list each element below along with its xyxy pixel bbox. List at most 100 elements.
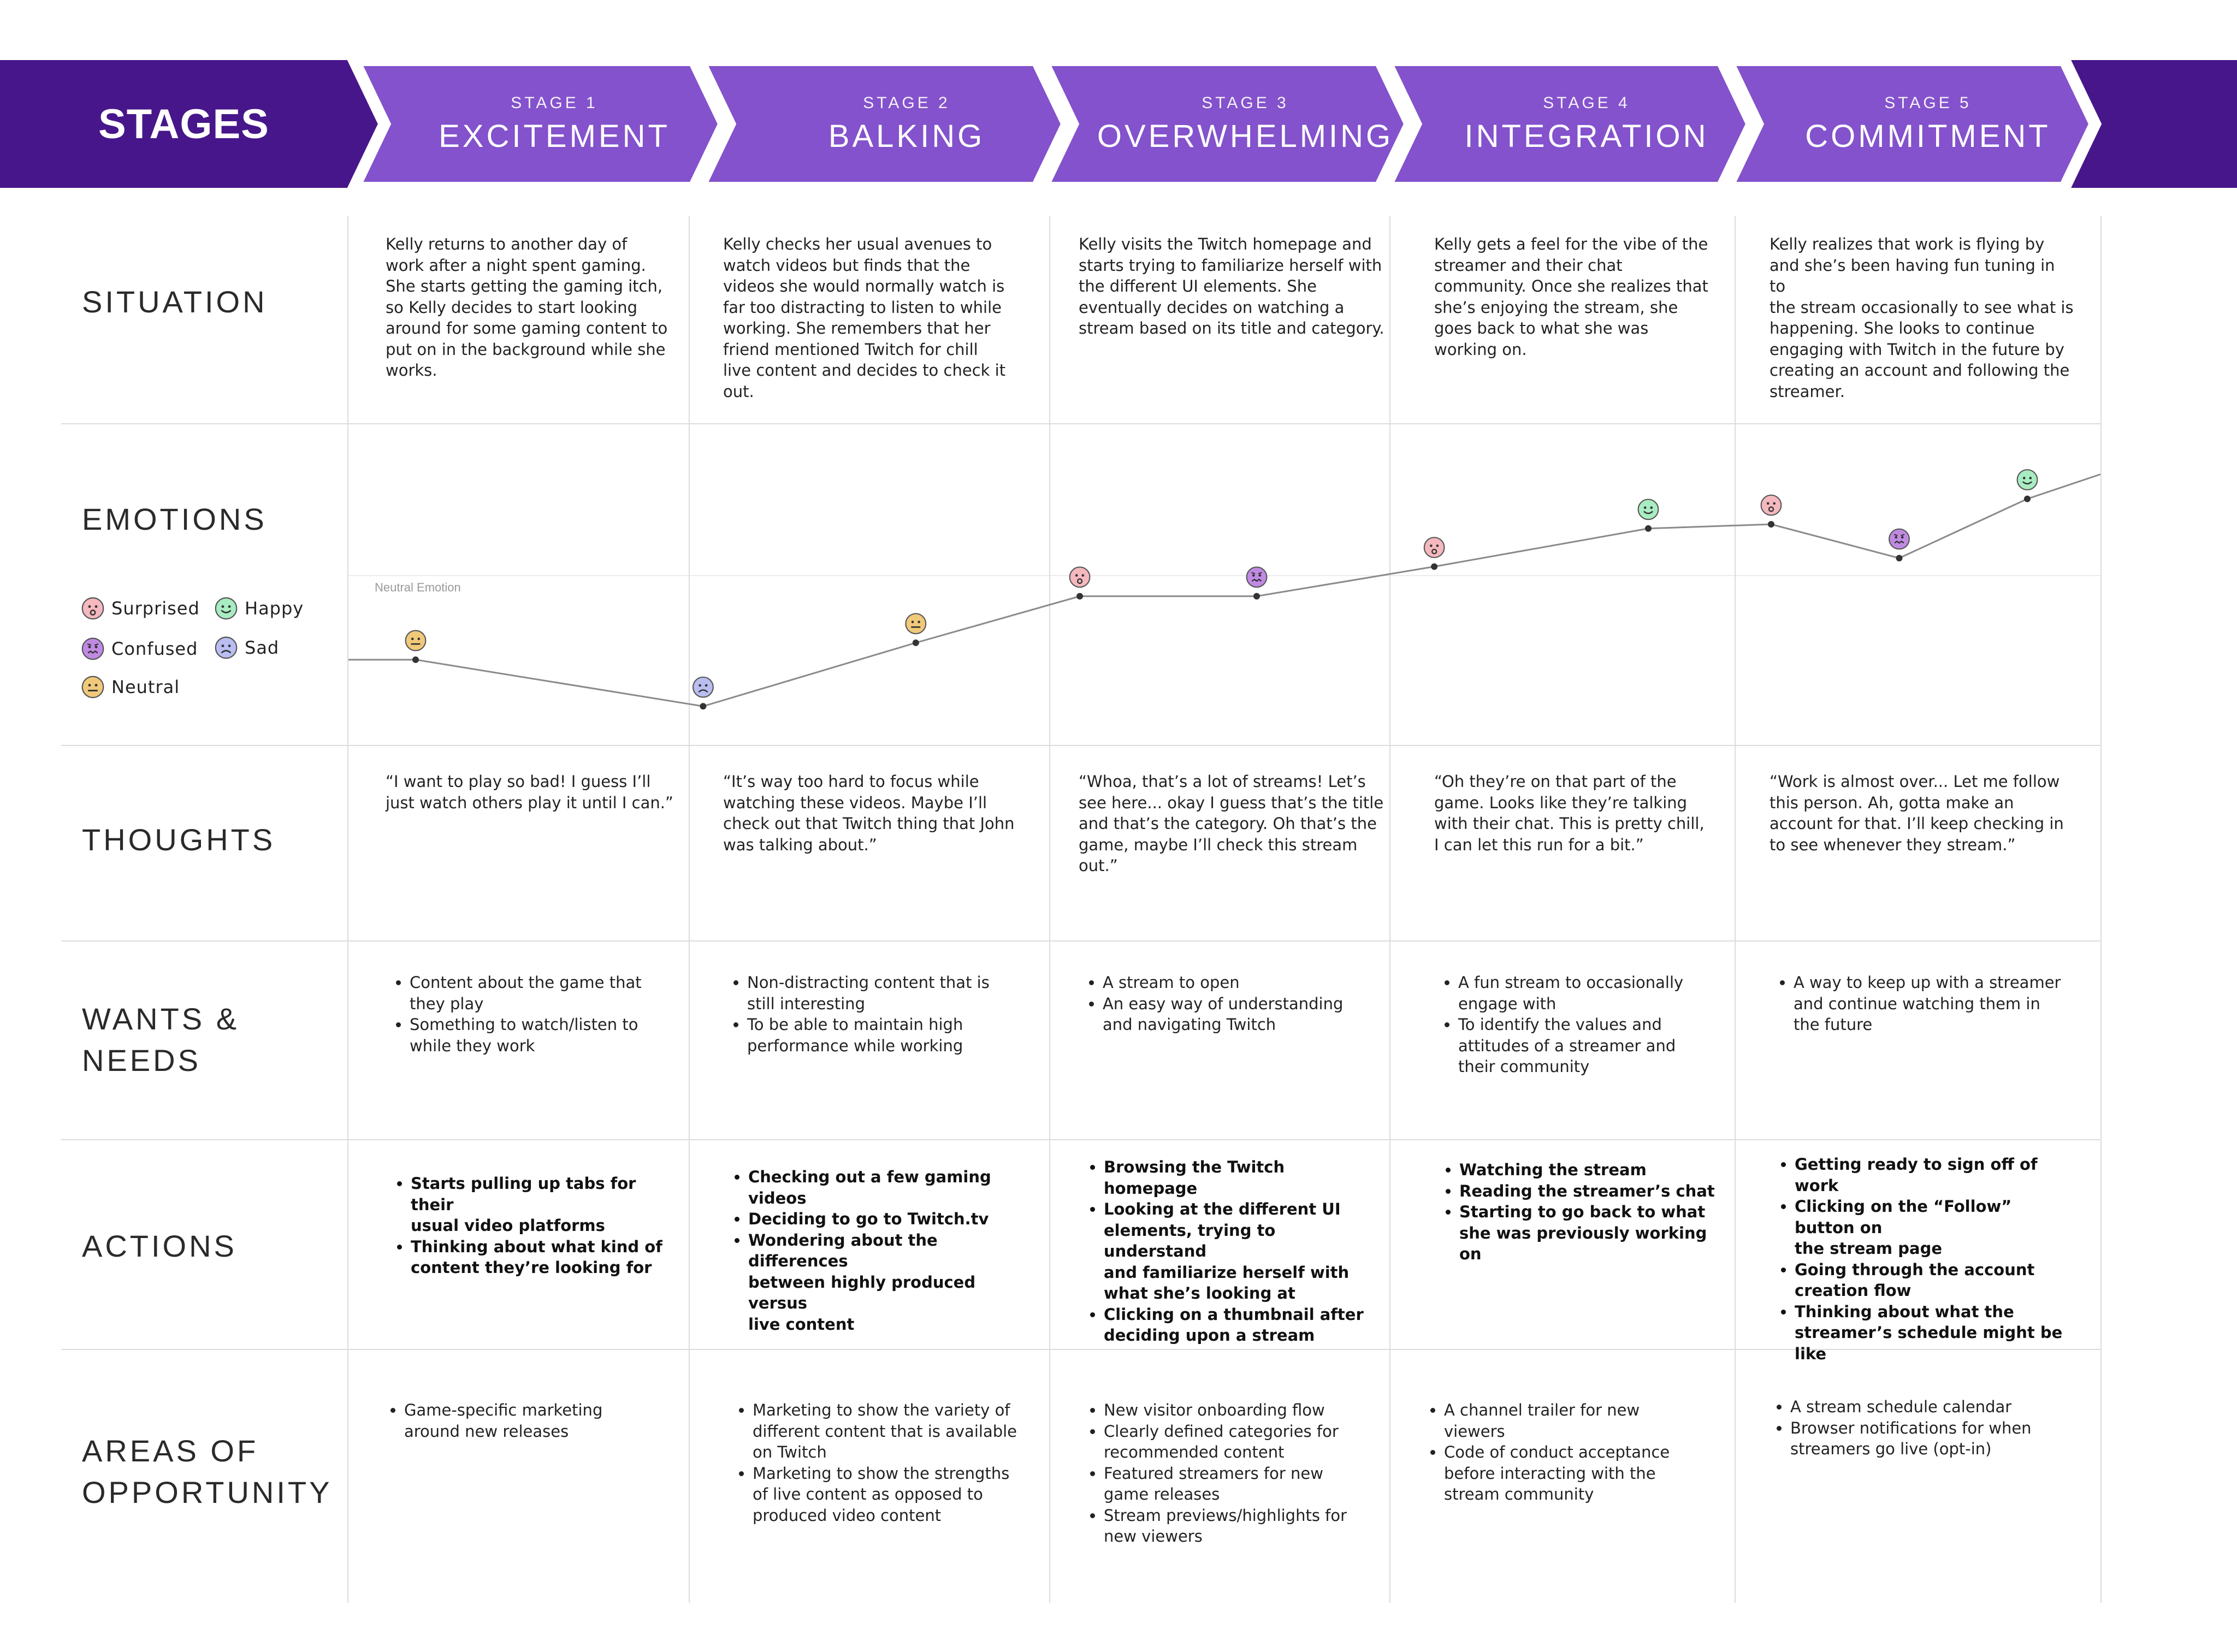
row-title-opportunity-line1: AREAS OF	[82, 1434, 259, 1468]
actions-item-line: she was previously working on	[1459, 1223, 1707, 1264]
thoughts-cell-stage-4: “Oh they’re on that part of the game. Loo…	[1434, 771, 1729, 855]
neutral-emotion-line	[348, 575, 2102, 576]
actions-list-item: Checking out a few gaming videos	[748, 1167, 1028, 1209]
legend-sad-label: Sad	[245, 637, 280, 658]
actions-list-item: Thinking about what kind of content they’…	[411, 1236, 679, 1278]
emotion-point-10	[2024, 495, 2031, 502]
situation-text-line: friend mentioned Twitch for chill	[723, 340, 978, 359]
actions-list-item: Browsing the Twitch homepage	[1104, 1157, 1383, 1199]
stage-4-kicker: STAGE 4	[1543, 93, 1630, 112]
opportunity-cell-stage-1: Game-specific marketing around new releas…	[378, 1400, 673, 1442]
wants-list-item: A fun stream to occasionally engage with	[1458, 972, 1727, 1014]
opportunity-item-line: different content that is available	[753, 1422, 1017, 1441]
row-divider-3	[61, 940, 2102, 942]
emotion-point-9	[1896, 555, 1903, 561]
situation-text-line: Kelly returns to another day of	[386, 235, 628, 253]
happy-face-icon	[1637, 499, 1659, 520]
thoughts-text-line: and that’s the category. Oh that’s the	[1079, 814, 1377, 833]
wants-list-item: Content about the game that they play	[410, 972, 678, 1014]
actions-list-item: Thinking about what the streamer’s schedu…	[1795, 1301, 2074, 1365]
neutral-face-icon	[905, 613, 927, 635]
actions-item-line: Starts pulling up tabs for their	[411, 1174, 636, 1214]
thoughts-text-line: “It’s way too hard to focus while	[723, 772, 979, 791]
actions-item-line: deciding upon a stream	[1104, 1326, 1315, 1345]
actions-list: Getting ready to sign off of workClickin…	[1768, 1154, 2074, 1364]
row-title-actions: ACTIONS	[82, 1229, 237, 1263]
confused-face-icon	[81, 637, 105, 661]
wants-item-line: engage with	[1458, 994, 1557, 1013]
actions-item-line: elements, trying to understand	[1104, 1221, 1276, 1261]
stage-chevron-5	[1720, 60, 2102, 188]
opportunity-item-line: Featured streamers for new	[1104, 1464, 1323, 1483]
wants-list-item: To identify the values and attitudes of a…	[1458, 1014, 1727, 1077]
stages-header-band	[0, 60, 2237, 188]
wants-item-line: and navigating Twitch	[1103, 1015, 1276, 1034]
legend-confused-label: Confused	[111, 638, 198, 659]
legend-confused: Confused	[81, 637, 198, 661]
emotion-point-6	[1431, 563, 1438, 570]
column-divider-2	[1049, 216, 1050, 1603]
stage-2-kicker: STAGE 2	[863, 93, 950, 112]
actions-item-line: Checking out a few gaming videos	[748, 1168, 991, 1207]
opportunity-list-item: Game-specific marketing around new releas…	[404, 1400, 673, 1442]
neutral-emotion-label: Neutral Emotion	[375, 581, 461, 594]
surprised-face-icon	[1760, 494, 1782, 516]
legend-neutral-label: Neutral	[111, 677, 180, 697]
stage-4-name: INTEGRATION	[1464, 118, 1709, 154]
emotion-point-1	[412, 656, 419, 663]
actions-cell-stage-2: Checking out a few gaming videos Deciding…	[722, 1167, 1028, 1335]
wants-item-line: the future	[1794, 1015, 1873, 1034]
stage-chevron-3	[1035, 60, 1417, 188]
actions-list: Watching the stream Reading the streamer’…	[1433, 1159, 1728, 1265]
thoughts-text-line: with their chat. This is pretty chill,	[1434, 814, 1705, 833]
wants-item-line: still interesting	[747, 994, 865, 1013]
opportunity-item-line: Clearly defined categories for	[1104, 1422, 1339, 1441]
surprised-face-icon	[81, 596, 105, 620]
thoughts-text-line: game. Looks like they’re talking	[1434, 793, 1688, 812]
row-title-emotions: EMOTIONS	[82, 502, 267, 536]
actions-item-line: Thinking about what the	[1795, 1302, 2014, 1321]
actions-item-line: Clicking on a thumbnail after	[1104, 1305, 1364, 1324]
column-divider-3	[1389, 216, 1390, 1603]
situation-text-line: watch videos but finds that the	[723, 256, 970, 275]
surprised-face-icon	[1423, 537, 1445, 558]
opportunity-item-line: Game-specific marketing	[404, 1401, 603, 1419]
actions-item-line: Wondering about the differences	[748, 1230, 938, 1271]
wants-item-line: and continue watching them in	[1794, 994, 2040, 1013]
situation-text-line: and she’s been having fun tuning in to	[1770, 256, 2055, 296]
emotion-point-5	[1253, 593, 1260, 600]
stage-1-name: EXCITEMENT	[439, 118, 670, 154]
situation-text-line: stream based on its title and category.	[1079, 319, 1384, 337]
opportunity-item-line: around new releases	[404, 1422, 569, 1441]
row-title-thoughts: THOUGHTS	[82, 822, 276, 857]
opportunity-item-line: Marketing to show the strengths	[753, 1464, 1010, 1483]
stage-3-kicker: STAGE 3	[1202, 93, 1289, 112]
situation-text-line: Kelly checks her usual avenues to	[723, 235, 992, 253]
situation-cell-stage-4: Kelly gets a feel for the vibe of the str…	[1434, 234, 1729, 360]
situation-text-line: working on.	[1434, 340, 1527, 359]
opportunity-list: A channel trailer for newviewersCode of …	[1418, 1400, 1713, 1505]
opportunity-list: Marketing to show the variety of differen…	[726, 1400, 1032, 1526]
situation-text-line: eventually decides on watching a	[1079, 298, 1345, 317]
opportunity-list: A stream schedule calendar Browser notifi…	[1764, 1396, 2070, 1460]
situation-text-line: starts trying to familiarize herself wit…	[1079, 256, 1382, 275]
thoughts-text-line: “Work is almost over... Let me follow	[1770, 772, 2060, 791]
wants-list: A way to keep up with a streamer and cont…	[1767, 972, 2073, 1035]
stage-chevron-1	[347, 60, 731, 188]
stage-2-label: STAGE 2 BALKING	[726, 60, 1087, 188]
opportunity-list-item: Stream previews/highlights for new viewer…	[1104, 1505, 1383, 1547]
situation-text-line: the different UI elements. She	[1079, 277, 1317, 295]
actions-list-item: Looking at the different UI elements, try…	[1104, 1199, 1383, 1304]
stage-5-kicker: STAGE 5	[1884, 93, 1972, 112]
emotion-line	[348, 473, 2101, 707]
sad-face-icon	[214, 636, 238, 660]
wants-item-line: Non-distracting content that is	[747, 973, 990, 992]
wants-item-line: A way to keep up with a streamer	[1794, 973, 2061, 992]
row-divider-2	[61, 745, 2102, 746]
wants-list-item: A way to keep up with a streamer and cont…	[1794, 972, 2073, 1035]
stage-5-name: COMMITMENT	[1805, 118, 2051, 154]
stage-1-label: STAGE 1 EXCITEMENT	[382, 60, 726, 188]
